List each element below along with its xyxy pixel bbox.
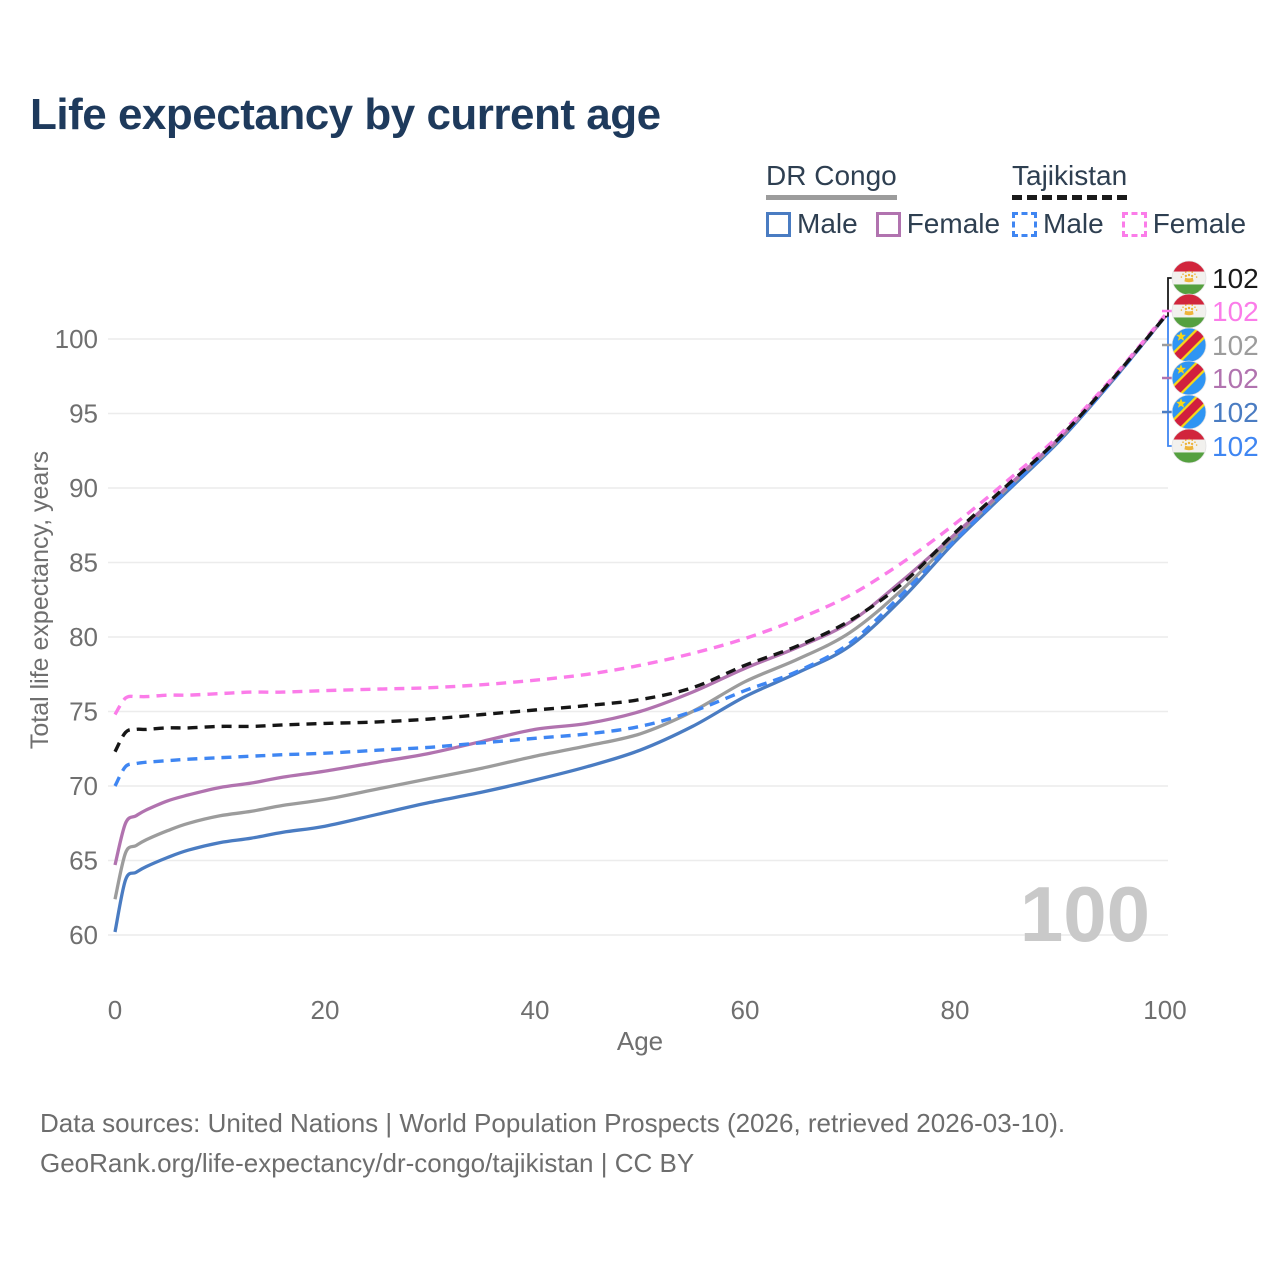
x-tick-label-80: 80 [941, 995, 970, 1025]
dr-congo-flag-icon [1171, 360, 1207, 396]
y-tick-label-90: 90 [69, 473, 98, 503]
legend-items-tajikistan: Male Female [1012, 208, 1246, 240]
end-value-label-3: 102 [1212, 363, 1259, 394]
series-line-tajikistan-male[interactable] [113, 315, 1167, 787]
legend-item-drcongo-male[interactable]: Male [766, 208, 858, 240]
tajikistan-male-swatch-icon[interactable] [1012, 211, 1037, 237]
x-tick-label-100: 100 [1143, 995, 1186, 1025]
tajikistan-flag-icon [1171, 428, 1207, 464]
legend-label-drcongo-female: Female [906, 208, 1001, 239]
end-value-label-4: 102 [1212, 397, 1259, 428]
footer-data-sources: Data sources: United Nations | World Pop… [40, 1108, 1066, 1138]
x-tick-label-40: 40 [521, 995, 550, 1025]
x-tick-label-20: 20 [311, 995, 340, 1025]
series-line-drcongo-all[interactable] [113, 315, 1167, 900]
series-line-drcongo-female[interactable] [113, 315, 1167, 866]
series-line-tajikistan-female[interactable] [113, 314, 1167, 716]
y-tick-label-80: 80 [69, 622, 98, 652]
x-tick-label-0: 0 [108, 995, 122, 1025]
legend-item-tajikistan-male[interactable]: Male [1012, 208, 1104, 240]
legend-label-drcongo-male: Male [797, 208, 858, 239]
y-tick-label-60: 60 [69, 920, 98, 950]
series-line-tajikistan-all[interactable] [113, 315, 1167, 753]
y-tick-label-75: 75 [69, 697, 98, 727]
dr-congo-flag-icon [1171, 327, 1207, 363]
page-title: Life expectancy by current age [30, 90, 661, 139]
tajikistan-female-swatch-icon[interactable] [1121, 211, 1147, 237]
legend-country-tajikistan: Tajikistan [1012, 160, 1128, 200]
legend-country-dr-congo: DR Congo [766, 160, 897, 200]
legend-item-drcongo-female[interactable]: Female [875, 208, 1001, 240]
end-value-label-1: 102 [1212, 296, 1259, 327]
legend-label-tajikistan-female: Female [1152, 208, 1247, 239]
y-tick-label-85: 85 [69, 548, 98, 578]
legend-group-tajikistan: Tajikistan Male Female [1012, 160, 1246, 240]
end-value-label-2: 102 [1212, 330, 1259, 361]
dr-congo-flag-icon [1171, 394, 1207, 430]
legend-group-dr-congo: DR Congo Male Female [766, 160, 1000, 240]
footer: Data sources: United Nations | World Pop… [40, 1103, 1065, 1183]
end-value-label-0: 102 [1212, 263, 1259, 294]
tajikistan-flag-icon [1171, 293, 1207, 329]
x-tick-label-60: 60 [731, 995, 760, 1025]
footer-attribution-url: GeoRank.org/life-expectancy/dr-congo/taj… [40, 1148, 695, 1178]
end-value-label-5: 102 [1212, 431, 1259, 462]
age-watermark: 100 [1020, 870, 1150, 958]
tajikistan-flag-icon [1171, 260, 1207, 296]
y-tick-label-65: 65 [69, 846, 98, 876]
series-line-drcongo-male[interactable] [113, 315, 1167, 933]
y-tick-label-70: 70 [69, 771, 98, 801]
y-axis-label: Total life expectancy, years [26, 451, 54, 749]
y-tick-label-95: 95 [69, 399, 98, 429]
legend-items-dr-congo: Male Female [766, 208, 1000, 240]
y-tick-label-100: 100 [55, 324, 98, 354]
drcongo-female-swatch-icon[interactable] [875, 211, 901, 237]
legend-item-tajikistan-female[interactable]: Female [1121, 208, 1247, 240]
legend-label-tajikistan-male: Male [1043, 208, 1104, 239]
drcongo-male-swatch-icon[interactable] [766, 211, 791, 237]
x-axis-label: Age [617, 1026, 663, 1056]
